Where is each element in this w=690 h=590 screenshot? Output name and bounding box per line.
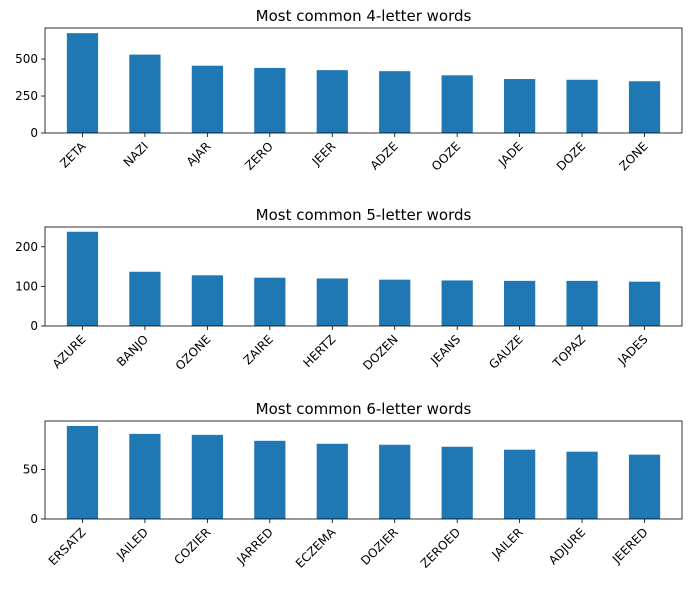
bar-zaire [254, 277, 286, 326]
bar-azure [66, 231, 99, 326]
x-tick-label-zero: ZERO [242, 139, 276, 173]
y-tick-label: 250 [15, 89, 38, 103]
x-tick-label-zeroed: ZEROED [418, 525, 464, 571]
bar-zeta [66, 33, 99, 133]
x-tick-label-eczema: ECZEMA [293, 525, 339, 571]
x-tick-label-hertz: HERTZ [300, 332, 338, 370]
y-tick-label: 200 [15, 240, 38, 254]
x-tick-label-ajar: AJAR [184, 139, 214, 169]
bar-nazi [129, 54, 161, 133]
bar-topaz [566, 280, 598, 326]
y-tick-label: 50 [23, 463, 38, 477]
x-tick-label-jailer: JAILER [488, 525, 525, 562]
x-tick-label-jeans: JEANS [427, 332, 463, 368]
y-tick-label: 0 [30, 126, 38, 140]
x-tick-label-banjo: BANJO [114, 332, 151, 369]
x-tick-label-jeer: JEER [309, 139, 339, 169]
x-tick-label-ooze: OOZE [429, 139, 463, 173]
x-tick-label-dozen: DOZEN [360, 332, 401, 373]
bar-jailed [129, 433, 161, 519]
bar-dozier [379, 444, 411, 519]
chart-title: Most common 5-letter words [256, 206, 472, 224]
bar-jeer [316, 70, 348, 133]
x-tick-label-adze: ADZE [367, 139, 400, 172]
axes-frame [44, 226, 683, 327]
bar-zero [254, 67, 286, 133]
x-tick-label-nazi: NAZI [121, 139, 151, 169]
bar-ozone [191, 275, 223, 326]
bar-ersatz [66, 425, 99, 519]
x-tick-label-zeta: ZETA [57, 139, 89, 171]
y-tick-label: 0 [30, 512, 38, 526]
bar-adze [379, 71, 411, 133]
bar-gauze [504, 280, 536, 326]
bar-ooze [441, 75, 473, 133]
bar-dozen [379, 279, 411, 326]
axes-frame [44, 420, 683, 520]
bar-jarred [254, 440, 286, 519]
x-tick-label-zaire: ZAIRE [241, 332, 276, 367]
x-tick-label-adjure: ADJURE [546, 525, 588, 567]
x-tick-label-jeered: JEERED [609, 525, 651, 567]
x-tick-label-cozier: COZIER [171, 525, 213, 567]
axes-frame [44, 27, 683, 134]
bar-cozier [191, 434, 223, 519]
bar-jeered [628, 454, 661, 519]
x-tick-label-azure: AZURE [50, 332, 89, 371]
chart-panel-5-letter: Most common 5-letter words 0 100 200 AZURE BA… [15, 206, 683, 373]
x-tick-label-jades: JADES [615, 332, 651, 368]
chart-panel-4-letter: Most common 4-letter words 0 250 500 ZETA NAZ… [15, 7, 683, 174]
chart-title: Most common 6-letter words [256, 400, 472, 418]
bar-ajar [191, 65, 223, 133]
x-tick-label-doze: DOZE [554, 139, 588, 173]
bar-banjo [129, 271, 161, 326]
x-tick-label-jailed: JAILED [113, 525, 151, 563]
chart-panel-6-letter: Most common 6-letter words 0 50 ERSATZ JAILE… [23, 400, 683, 571]
bar-jeans [441, 280, 473, 326]
y-tick-label: 500 [15, 52, 38, 66]
chart-title: Most common 4-letter words [256, 7, 472, 25]
x-tick-label-topaz: TOPAZ [550, 332, 589, 371]
y-tick-label: 100 [15, 279, 38, 293]
x-tick-label-zone: ZONE [617, 139, 651, 173]
bar-jailer [504, 449, 536, 519]
bar-adjure [566, 451, 598, 519]
y-tick-label: 0 [30, 319, 38, 333]
bar-eczema [316, 443, 348, 519]
bar-jades [628, 281, 661, 326]
bar-zone [628, 81, 661, 133]
x-tick-label-jade: JADE [495, 139, 526, 170]
bar-doze [566, 79, 598, 133]
x-tick-label-jarred: JARRED [233, 525, 275, 567]
x-tick-label-ersatz: ERSATZ [46, 525, 89, 568]
bar-jade [504, 79, 536, 133]
x-tick-label-ozone: OZONE [173, 332, 214, 373]
bar-zeroed [441, 446, 473, 519]
x-tick-label-gauze: GAUZE [486, 332, 526, 372]
x-tick-label-dozier: DOZIER [358, 525, 401, 568]
bar-hertz [316, 278, 348, 326]
